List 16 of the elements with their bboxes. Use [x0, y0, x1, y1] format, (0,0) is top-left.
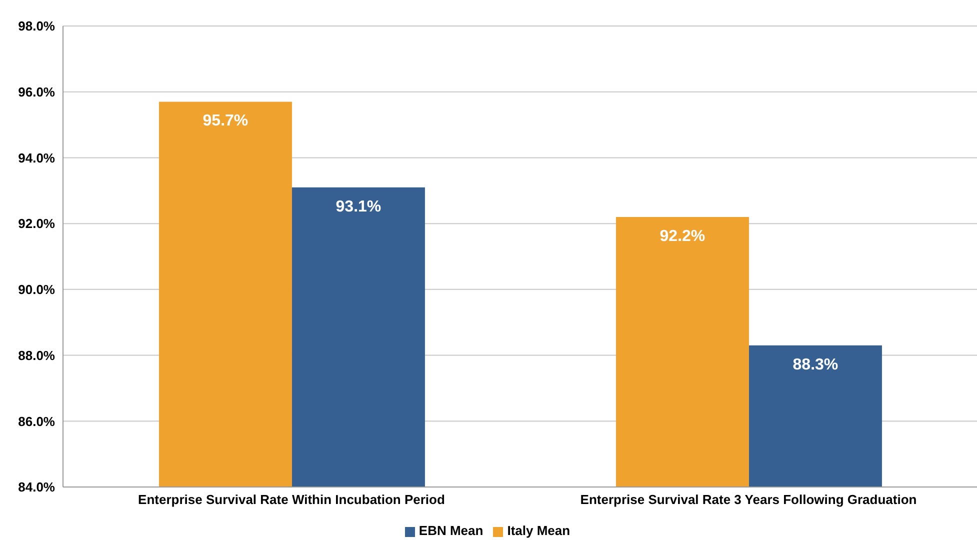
data-label: 93.1%	[336, 198, 382, 216]
y-tick-label: 94.0%	[18, 150, 56, 166]
x-tick-label: Enterprise Survival Rate Within Incubation Period	[138, 492, 445, 508]
y-tick-label: 84.0%	[18, 480, 56, 495]
y-tick-label: 92.0%	[18, 216, 56, 232]
y-tick-label: 96.0%	[18, 84, 56, 100]
y-tick-label: 98.0%	[18, 18, 56, 34]
data-label: 88.3%	[792, 356, 838, 374]
legend-label: EBN Mean	[418, 523, 484, 538]
data-label: 95.7%	[202, 112, 248, 130]
y-tick-label: 86.0%	[18, 414, 56, 429]
y-tick-label: 90.0%	[18, 282, 56, 298]
data-label: 92.2%	[660, 228, 706, 245]
y-tick-label: 88.0%	[18, 348, 56, 363]
legend-label: Italy Mean	[507, 523, 570, 538]
x-tick-label: Enterprise Survival Rate 3 Years Following Graduation	[580, 492, 917, 508]
